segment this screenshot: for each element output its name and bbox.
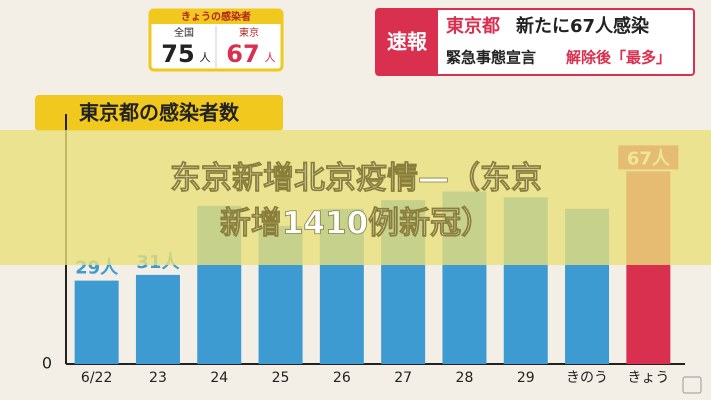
- y-tick-label: 0: [42, 354, 52, 373]
- tokyo-unit: 人: [265, 51, 276, 64]
- x-tick-label: 26: [333, 370, 351, 386]
- x-tick-label: 28: [456, 370, 474, 386]
- overlay-band: [0, 130, 711, 265]
- headline-text: 解除後「最多」: [566, 49, 671, 67]
- x-tick-label: 6/22: [81, 370, 112, 386]
- nation-label: 全国: [174, 26, 194, 39]
- x-tick-label: きょう: [627, 370, 669, 386]
- badge: [376, 9, 438, 75]
- x-tick-label: 24: [210, 370, 228, 386]
- bar: [74, 280, 119, 364]
- panel-title: きょうの感染者: [181, 10, 251, 23]
- tokyo-label: 東京: [239, 26, 259, 39]
- x-tick-label: 29: [517, 370, 535, 386]
- headline-text: 東京都: [446, 15, 500, 37]
- bar: [135, 274, 180, 364]
- nation-count: 75: [161, 40, 194, 68]
- tokyo-count: 67: [226, 40, 259, 68]
- corner-icon: [682, 376, 702, 394]
- overlay-text: 新增1410例新冠）: [220, 206, 492, 242]
- x-tick-label: きのう: [566, 370, 608, 386]
- today-panel-head: [150, 10, 282, 24]
- chart-title: 東京都の感染者数: [79, 101, 240, 125]
- nation-unit: 人: [200, 51, 211, 64]
- headline-text: 新たに67人感染: [516, 15, 650, 37]
- headline-text: 緊急事態宣言: [446, 49, 536, 67]
- x-tick-label: 25: [272, 370, 290, 386]
- x-tick-label: 23: [149, 370, 167, 386]
- x-tick-label: 27: [394, 370, 412, 386]
- overlay-text: 东京新增北京疫情—（东京: [170, 161, 542, 197]
- chart-title-box: [35, 95, 283, 131]
- badge-text: 速報: [387, 30, 428, 54]
